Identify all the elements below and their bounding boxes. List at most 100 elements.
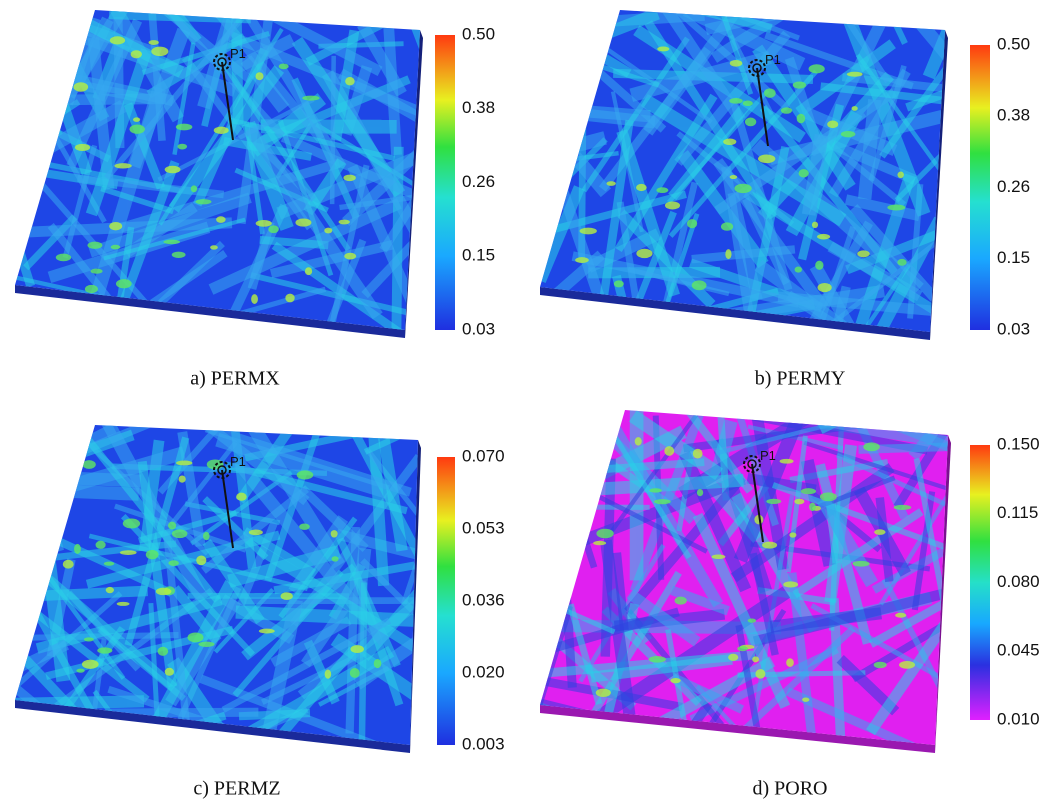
map-side xyxy=(540,287,930,340)
well-icon xyxy=(743,455,761,473)
hotspot xyxy=(73,82,89,92)
fracture xyxy=(881,577,948,745)
fracture xyxy=(229,34,296,76)
fracture xyxy=(108,10,251,24)
fracture xyxy=(858,99,882,200)
fracture xyxy=(204,425,412,497)
fracture xyxy=(540,607,680,676)
hotspot xyxy=(163,239,181,245)
fracture xyxy=(540,726,600,745)
hotspot xyxy=(168,521,177,530)
fracture xyxy=(801,134,829,216)
hotspot xyxy=(278,63,289,70)
well-path xyxy=(221,469,234,549)
hotspot xyxy=(164,667,174,676)
fracture xyxy=(679,450,752,593)
hotspot xyxy=(734,183,752,194)
fracture xyxy=(599,119,634,302)
fracture xyxy=(148,11,166,142)
map-side xyxy=(540,705,935,753)
colorbar-tick-label: 0.50 xyxy=(997,34,1030,53)
caption: d) PORO xyxy=(752,778,827,800)
map-side xyxy=(15,285,405,338)
colorbar-tick-label: 0.38 xyxy=(462,98,495,117)
fracture xyxy=(345,526,360,734)
colorbar-tick-label: 0.26 xyxy=(997,177,1030,196)
well-label: P1 xyxy=(765,52,781,67)
fracture xyxy=(107,685,225,731)
hotspot xyxy=(324,669,332,679)
fracture xyxy=(337,68,420,137)
fracture xyxy=(303,158,347,216)
fracture xyxy=(35,594,223,654)
hotspot xyxy=(95,540,106,549)
hotspot xyxy=(151,46,169,57)
fracture xyxy=(614,93,718,252)
fracture xyxy=(599,539,636,718)
hotspot xyxy=(324,227,333,234)
hotspot xyxy=(577,523,587,530)
hotspot xyxy=(857,250,870,258)
hotspot xyxy=(296,470,314,480)
hotspot xyxy=(76,668,85,673)
fracture xyxy=(844,194,921,222)
hotspot xyxy=(800,488,817,495)
well-icon xyxy=(217,57,227,67)
panel: P1 0.070 0.053 0.036 0.020 0.003 c) PERMZ xyxy=(15,425,505,800)
colorbar-tick-label: 0.010 xyxy=(997,709,1040,728)
hotspot xyxy=(596,528,614,539)
fracture xyxy=(28,455,64,552)
panel: P1 0.150 0.115 0.080 0.045 0.010 d) PORO xyxy=(540,410,1040,800)
hotspot xyxy=(280,592,293,601)
hotspot xyxy=(579,227,597,235)
fracture xyxy=(717,483,770,547)
colorbar-tick-label: 0.150 xyxy=(997,434,1040,453)
hotspot xyxy=(664,201,681,210)
hotspot xyxy=(84,284,98,294)
fracture xyxy=(107,226,135,330)
hotspot xyxy=(728,653,739,661)
well-icon xyxy=(213,53,231,71)
hotspot xyxy=(634,437,642,446)
hotspot xyxy=(155,587,172,596)
hotspot xyxy=(863,442,880,452)
hotspot xyxy=(349,668,360,678)
hotspot xyxy=(255,220,272,227)
hotspot xyxy=(817,233,831,240)
fracture xyxy=(581,36,690,193)
hotspot xyxy=(195,199,212,205)
hotspot xyxy=(190,185,198,193)
fracture xyxy=(598,473,744,496)
hotspot xyxy=(119,550,137,556)
fracture xyxy=(571,656,776,745)
hotspot xyxy=(747,618,757,623)
hotspot xyxy=(133,117,141,122)
colorbar-tick-label: 0.03 xyxy=(997,319,1030,338)
fracture xyxy=(215,433,390,499)
hotspot xyxy=(729,97,743,104)
hotspot xyxy=(168,560,179,566)
fracture xyxy=(197,10,240,110)
hotspot xyxy=(827,120,839,129)
hotspot xyxy=(74,543,81,554)
hotspot xyxy=(893,504,912,510)
fracture xyxy=(219,10,346,169)
hotspot xyxy=(811,221,819,229)
hotspot xyxy=(687,219,698,229)
hotspot xyxy=(82,460,96,469)
hotspot xyxy=(62,559,74,569)
hotspot xyxy=(742,100,753,107)
hotspot xyxy=(895,612,907,618)
well-label: P1 xyxy=(230,454,246,469)
fracture xyxy=(612,552,629,631)
hotspot xyxy=(664,446,675,456)
hotspot xyxy=(116,601,130,606)
hotspot xyxy=(874,529,886,535)
map-side xyxy=(405,30,423,338)
fracture xyxy=(627,266,730,297)
hotspot xyxy=(809,502,816,512)
well-path xyxy=(751,463,764,543)
hotspot xyxy=(81,659,99,669)
fracture xyxy=(318,164,370,330)
